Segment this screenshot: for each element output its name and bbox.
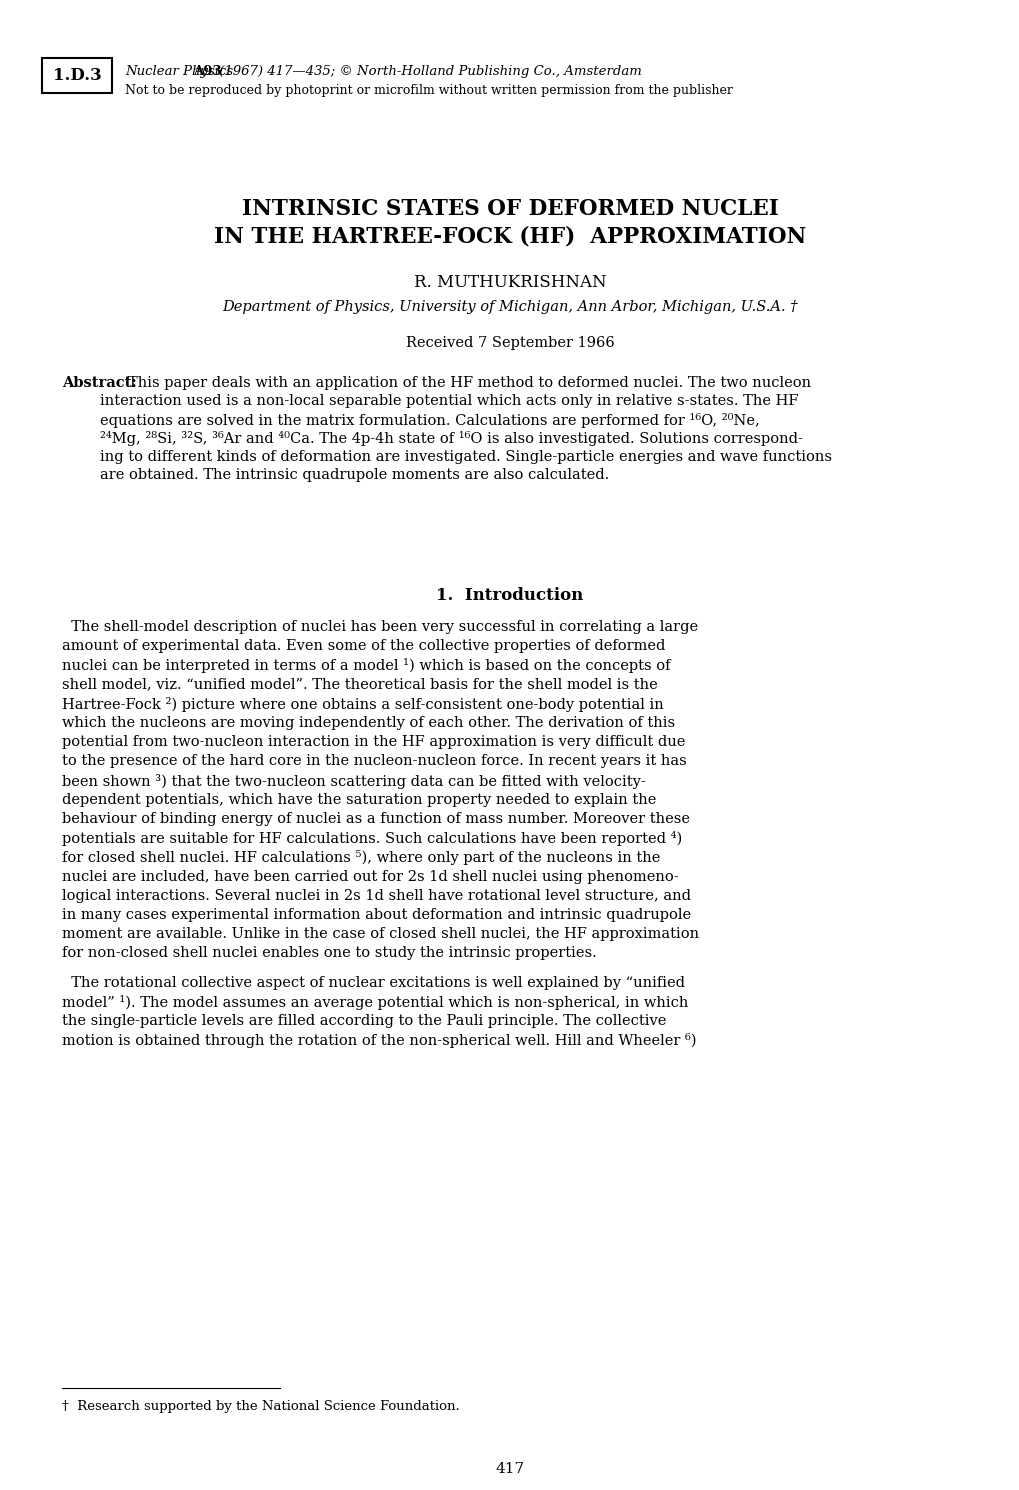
Text: Abstract:: Abstract: bbox=[62, 375, 137, 390]
Text: Hartree-Fock ²) picture where one obtains a self-consistent one-body potential i: Hartree-Fock ²) picture where one obtain… bbox=[62, 697, 663, 712]
Text: shell model, viz. “unified model”. The theoretical basis for the shell model is : shell model, viz. “unified model”. The t… bbox=[62, 678, 657, 691]
Text: (1967) 417—435; © North-Holland Publishing Co., Amsterdam: (1967) 417—435; © North-Holland Publishi… bbox=[215, 66, 641, 77]
Text: nuclei can be interpreted in terms of a model ¹) which is based on the concepts : nuclei can be interpreted in terms of a … bbox=[62, 659, 669, 673]
Text: for non-closed shell nuclei enables one to study the intrinsic properties.: for non-closed shell nuclei enables one … bbox=[62, 946, 596, 961]
Text: for closed shell nuclei. HF calculations ⁵), where only part of the nucleons in : for closed shell nuclei. HF calculations… bbox=[62, 851, 659, 866]
Text: IN THE HARTREE-FOCK (HF)  APPROXIMATION: IN THE HARTREE-FOCK (HF) APPROXIMATION bbox=[214, 226, 805, 247]
Text: equations are solved in the matrix formulation. Calculations are performed for ¹: equations are solved in the matrix formu… bbox=[100, 413, 759, 428]
Text: interaction used is a non-local separable potential which acts only in relative : interaction used is a non-local separabl… bbox=[100, 395, 798, 408]
Text: This paper deals with an application of the HF method to deformed nuclei. The tw: This paper deals with an application of … bbox=[127, 375, 810, 390]
Text: 1.D.3: 1.D.3 bbox=[53, 67, 101, 83]
Text: The shell-model description of nuclei has been very successful in correlating a : The shell-model description of nuclei ha… bbox=[62, 620, 697, 635]
Text: R. MUTHUKRISHNAN: R. MUTHUKRISHNAN bbox=[414, 274, 605, 291]
Text: behaviour of binding energy of nuclei as a function of mass number. Moreover the: behaviour of binding energy of nuclei as… bbox=[62, 812, 689, 825]
Text: the single-particle levels are filled according to the Pauli principle. The coll: the single-particle levels are filled ac… bbox=[62, 1015, 665, 1028]
Text: †  Research supported by the National Science Foundation.: † Research supported by the National Sci… bbox=[62, 1401, 460, 1413]
Text: logical interactions. Several nuclei in 2s 1d shell have rotational level struct: logical interactions. Several nuclei in … bbox=[62, 890, 690, 903]
Text: Not to be reproduced by photoprint or microfilm without written permission from : Not to be reproduced by photoprint or mi… bbox=[125, 83, 733, 97]
Text: amount of experimental data. Even some of the collective properties of deformed: amount of experimental data. Even some o… bbox=[62, 639, 664, 653]
Text: model” ¹). The model assumes an average potential which is non-spherical, in whi: model” ¹). The model assumes an average … bbox=[62, 995, 688, 1010]
Text: which the nucleons are moving independently of each other. The derivation of thi: which the nucleons are moving independen… bbox=[62, 717, 675, 730]
Text: Department of Physics, University of Michigan, Ann Arbor, Michigan, U.S.A. †: Department of Physics, University of Mic… bbox=[222, 299, 797, 314]
Text: in many cases experimental information about deformation and intrinsic quadrupol: in many cases experimental information a… bbox=[62, 907, 691, 922]
Text: The rotational collective aspect of nuclear excitations is well explained by “un: The rotational collective aspect of nucl… bbox=[62, 976, 685, 989]
Text: ing to different kinds of deformation are investigated. Single-particle energies: ing to different kinds of deformation ar… bbox=[100, 450, 832, 463]
Text: potential from two-nucleon interaction in the HF approximation is very difficult: potential from two-nucleon interaction i… bbox=[62, 735, 685, 749]
Text: potentials are suitable for HF calculations. Such calculations have been reporte: potentials are suitable for HF calculati… bbox=[62, 831, 682, 846]
Text: moment are available. Unlike in the case of closed shell nuclei, the HF approxim: moment are available. Unlike in the case… bbox=[62, 927, 698, 942]
Text: are obtained. The intrinsic quadrupole moments are also calculated.: are obtained. The intrinsic quadrupole m… bbox=[100, 468, 608, 483]
Text: motion is obtained through the rotation of the non-spherical well. Hill and Whee: motion is obtained through the rotation … bbox=[62, 1033, 696, 1047]
Text: nuclei are included, have been carried out for 2s 1d shell nuclei using phenomen: nuclei are included, have been carried o… bbox=[62, 870, 678, 884]
Text: INTRINSIC STATES OF DEFORMED NUCLEI: INTRINSIC STATES OF DEFORMED NUCLEI bbox=[242, 198, 777, 221]
Text: ²⁴Mg, ²⁸Si, ³²S, ³⁶Ar and ⁴⁰Ca. The 4p-4h state of ¹⁶O is also investigated. Sol: ²⁴Mg, ²⁸Si, ³²S, ³⁶Ar and ⁴⁰Ca. The 4p-4… bbox=[100, 432, 802, 447]
Text: 417: 417 bbox=[495, 1462, 524, 1477]
Text: been shown ³) that the two-nucleon scattering data can be fitted with velocity-: been shown ³) that the two-nucleon scatt… bbox=[62, 773, 645, 788]
Text: dependent potentials, which have the saturation property needed to explain the: dependent potentials, which have the sat… bbox=[62, 793, 656, 806]
Text: Nuclear Physics: Nuclear Physics bbox=[125, 66, 237, 77]
Text: Received 7 September 1966: Received 7 September 1966 bbox=[406, 337, 613, 350]
Text: 1.  Introduction: 1. Introduction bbox=[436, 587, 583, 603]
Text: A93: A93 bbox=[193, 66, 221, 77]
Text: to the presence of the hard core in the nucleon-nucleon force. In recent years i: to the presence of the hard core in the … bbox=[62, 754, 686, 769]
